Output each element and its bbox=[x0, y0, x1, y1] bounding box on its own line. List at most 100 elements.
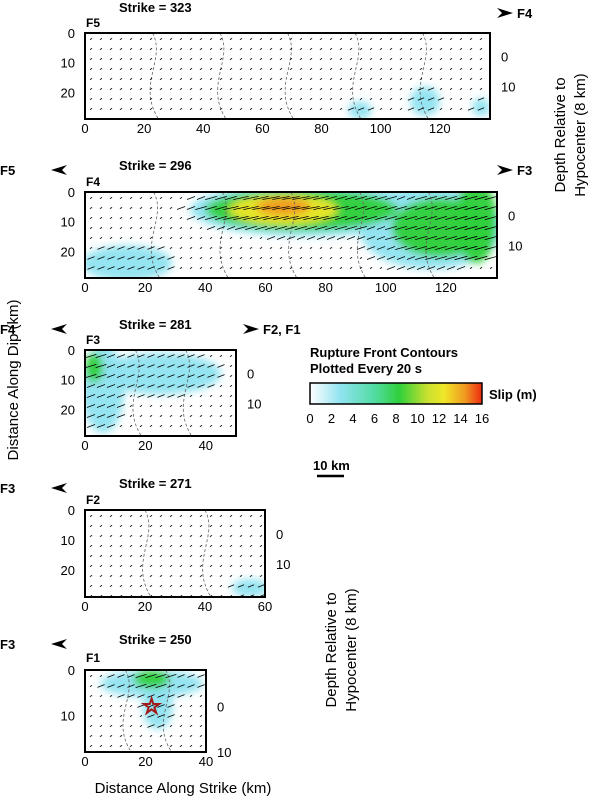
slip-vector bbox=[239, 515, 243, 517]
slip-vector bbox=[186, 216, 196, 220]
slip-vector bbox=[139, 207, 143, 209]
slip-vector bbox=[89, 695, 93, 697]
slip-vector bbox=[249, 545, 253, 547]
slip-vector bbox=[179, 415, 183, 417]
slip-vector bbox=[116, 394, 126, 398]
slip-vector bbox=[137, 694, 145, 698]
slip-vector bbox=[427, 87, 435, 91]
slip-vector bbox=[239, 58, 243, 60]
slip-vector bbox=[279, 68, 283, 70]
slip-vector bbox=[249, 555, 253, 557]
slip-vector bbox=[169, 515, 173, 517]
panel-title: Strike = 271 bbox=[119, 476, 192, 491]
slip-vector bbox=[477, 107, 485, 111]
slip-vector bbox=[329, 38, 333, 40]
slip-vector bbox=[89, 575, 93, 577]
slip-vector bbox=[167, 704, 175, 708]
slip-vector bbox=[137, 266, 145, 270]
slip-vector bbox=[385, 225, 397, 231]
slip-vector bbox=[239, 525, 243, 527]
slip-vector bbox=[189, 545, 193, 547]
x-tick-label: 60 bbox=[258, 599, 272, 614]
slip-vector bbox=[399, 78, 403, 80]
slip-vector bbox=[137, 354, 145, 358]
slip-vector bbox=[439, 48, 443, 50]
slip-vector bbox=[89, 217, 93, 219]
slip-vector bbox=[435, 245, 447, 251]
slip-vector bbox=[273, 215, 289, 221]
slip-vector bbox=[239, 108, 243, 110]
slip-vector bbox=[349, 247, 353, 249]
slip-vector bbox=[425, 235, 437, 241]
slip-vector bbox=[119, 715, 123, 717]
slip-vector bbox=[484, 215, 497, 221]
slip-vector bbox=[147, 374, 155, 378]
slip-vector bbox=[435, 255, 447, 261]
slip-vector bbox=[396, 256, 406, 260]
y-tick-label: 20 bbox=[61, 85, 75, 100]
slip-vector bbox=[356, 246, 366, 250]
slip-vector bbox=[87, 256, 95, 260]
slip-vector bbox=[229, 395, 233, 397]
x-tick-label: 60 bbox=[258, 280, 272, 295]
slip-vector bbox=[319, 267, 323, 269]
slip-vector bbox=[99, 217, 103, 219]
slip-vector bbox=[99, 48, 103, 50]
slip-vector bbox=[249, 535, 253, 537]
slip-vector bbox=[129, 58, 133, 60]
slip-vector bbox=[159, 88, 163, 90]
slip-vector bbox=[137, 256, 145, 260]
slip-vector bbox=[303, 215, 319, 221]
right-tick-label: 10 bbox=[217, 745, 231, 760]
slip-vector bbox=[129, 575, 133, 577]
slip-vector bbox=[159, 207, 163, 209]
slip-vector bbox=[109, 735, 113, 737]
panel-id: F2 bbox=[86, 493, 100, 507]
slip-vector bbox=[239, 247, 243, 249]
slip-vector bbox=[99, 745, 103, 747]
slip-vector bbox=[313, 195, 329, 201]
slip-vector bbox=[117, 266, 125, 270]
slip-vector bbox=[333, 205, 349, 211]
rupture-contour bbox=[356, 192, 367, 278]
rupture-contour bbox=[142, 510, 152, 597]
slip-vector bbox=[396, 196, 406, 200]
slip-vector bbox=[376, 226, 386, 230]
slip-vector bbox=[395, 205, 407, 211]
slip-vector bbox=[279, 88, 283, 90]
slip-vector bbox=[369, 98, 373, 100]
rupture-contour bbox=[217, 33, 227, 119]
rupture-contour bbox=[284, 33, 294, 119]
panel-title: Strike = 296 bbox=[119, 158, 192, 173]
slip-vector bbox=[427, 107, 435, 111]
slip-vector bbox=[99, 555, 103, 557]
slip-vector bbox=[167, 374, 175, 378]
slip-vector bbox=[109, 705, 113, 707]
slip-vector bbox=[149, 575, 153, 577]
slip-vector bbox=[379, 98, 383, 100]
slip-vector bbox=[189, 58, 193, 60]
slip-vector bbox=[157, 694, 165, 698]
slip-vector bbox=[359, 257, 363, 259]
slip-vector bbox=[427, 97, 435, 101]
slip-vector bbox=[259, 525, 263, 527]
slip-vector bbox=[289, 267, 293, 269]
slip-vector bbox=[169, 217, 173, 219]
slip-vector bbox=[89, 545, 93, 547]
slip-vector bbox=[139, 575, 143, 577]
slip-vector bbox=[419, 68, 423, 70]
slip-vector bbox=[129, 545, 133, 547]
slip-vector bbox=[189, 555, 193, 557]
slip-vector bbox=[189, 237, 193, 239]
slip-vector bbox=[229, 425, 233, 427]
slip-vector bbox=[369, 48, 373, 50]
slip-vector bbox=[189, 415, 193, 417]
slip-vector bbox=[249, 68, 253, 70]
slip-vector bbox=[187, 354, 195, 358]
slip-vector bbox=[449, 38, 453, 40]
slip-vector bbox=[249, 565, 253, 567]
arrow-label: F2, F1 bbox=[263, 322, 301, 337]
slip-vector bbox=[207, 364, 215, 368]
slip-vector bbox=[229, 58, 233, 60]
slip-vector bbox=[209, 525, 213, 527]
